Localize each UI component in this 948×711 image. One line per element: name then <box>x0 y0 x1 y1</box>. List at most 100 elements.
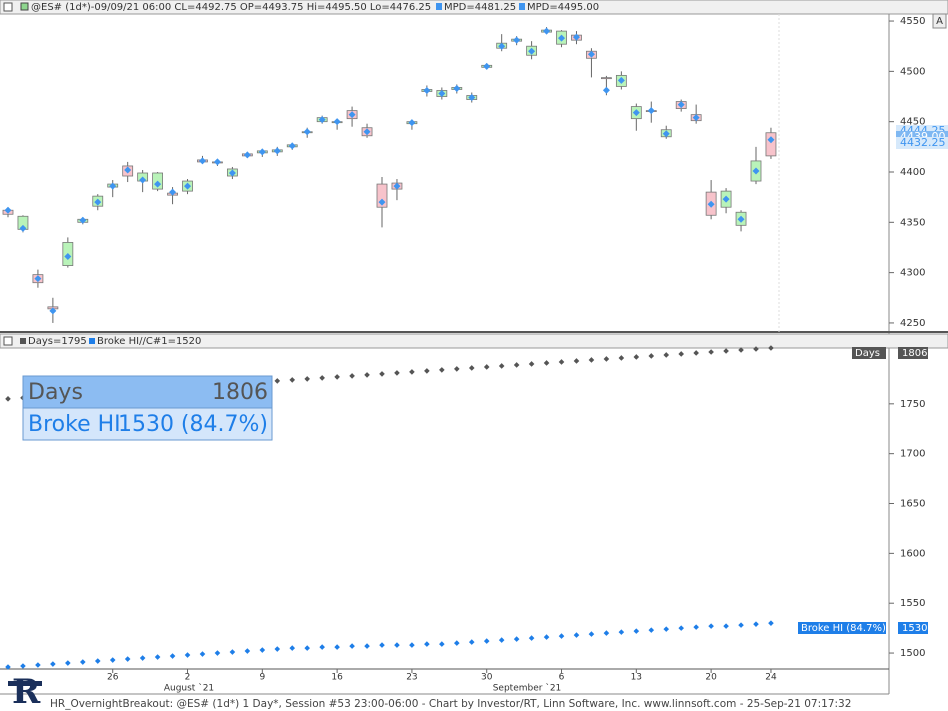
mpd-marker <box>228 169 236 177</box>
dot <box>304 645 310 651</box>
mpd-marker <box>363 128 371 136</box>
dot <box>379 371 385 377</box>
dot <box>439 641 445 647</box>
mpd-marker <box>79 216 87 224</box>
legend-swatch <box>436 3 442 10</box>
dot <box>274 378 281 384</box>
y-tick-label: 4550 <box>900 16 925 27</box>
mpd-marker <box>64 253 72 261</box>
mpd-marker <box>109 182 117 190</box>
x-tick-label: 20 <box>705 673 717 683</box>
tooltip-value: 1530 (84.7%) <box>118 412 268 437</box>
dot <box>304 376 310 382</box>
mpd-marker <box>258 148 266 156</box>
tag-bg <box>898 347 928 359</box>
dot <box>289 645 296 651</box>
header-text: @ES# (1d*)-09/09/21 06:00 CL=4492.75 OP=… <box>31 2 431 13</box>
mpd-marker <box>707 200 715 208</box>
dot <box>319 644 325 650</box>
mpd-marker <box>528 47 536 55</box>
y-tick-label: 1600 <box>900 548 925 559</box>
mpd-marker <box>662 130 670 138</box>
dot <box>229 649 236 655</box>
dot <box>424 368 430 374</box>
dot <box>513 362 520 368</box>
mpd-marker <box>318 116 326 124</box>
candle-body <box>601 77 612 80</box>
dot <box>663 626 670 632</box>
header-bar <box>0 0 948 15</box>
axis-button[interactable] <box>932 13 947 29</box>
dot <box>154 654 161 660</box>
dot <box>663 352 670 358</box>
mpd-marker <box>288 142 296 150</box>
dot <box>349 373 355 379</box>
dot <box>364 643 370 649</box>
legend-entry: MPD=4495.00 <box>527 2 599 13</box>
x-tick-label: 6 <box>559 673 565 683</box>
dot <box>648 627 655 633</box>
mpd-marker <box>213 158 221 166</box>
tag-name: Broke HI (84.7%) <box>801 623 886 634</box>
dot <box>5 396 11 402</box>
x-tick-label: 2 <box>185 673 191 683</box>
dot <box>738 622 744 628</box>
tooltip-name: Days <box>28 380 83 405</box>
dot <box>454 366 460 372</box>
dot <box>768 620 774 626</box>
y-tick-label: 1500 <box>900 648 925 659</box>
tag-bg <box>852 347 886 359</box>
dot <box>394 370 400 376</box>
y-tick-label: 1700 <box>900 449 925 460</box>
mpd-marker <box>722 195 730 203</box>
mpd-marker <box>543 27 551 35</box>
mpd-marker <box>483 62 491 70</box>
dot <box>618 355 625 361</box>
mpd-marker <box>4 206 12 214</box>
mpd-marker <box>19 224 27 232</box>
dot <box>334 374 340 380</box>
dot <box>603 630 610 636</box>
mpd-marker <box>243 151 251 159</box>
mpd-marker <box>303 128 311 136</box>
dot <box>274 646 281 652</box>
dot <box>319 375 325 381</box>
y-tick-label: 4300 <box>900 268 925 279</box>
dot <box>678 625 684 631</box>
close-box[interactable] <box>3 336 13 346</box>
mpd-marker <box>348 111 356 119</box>
dot <box>50 661 56 667</box>
dot <box>723 623 729 629</box>
dot <box>124 656 131 662</box>
dot <box>364 372 370 378</box>
y-tick-label: 4450 <box>900 117 925 128</box>
mpd-marker <box>572 33 580 41</box>
mpd-marker <box>647 107 655 115</box>
mpd-marker <box>453 84 461 92</box>
mpd-marker <box>602 86 610 94</box>
mpd-marker <box>198 157 206 165</box>
tag-value: 1530 <box>902 623 927 634</box>
close-box[interactable] <box>3 2 13 12</box>
mpd-marker <box>333 118 341 126</box>
mpd-marker <box>752 167 760 175</box>
mpd-marker <box>124 166 132 174</box>
mpd-marker <box>139 176 147 184</box>
dot <box>543 634 550 640</box>
dot <box>753 346 759 352</box>
x-tick-label: 23 <box>406 673 417 683</box>
dot <box>573 632 580 638</box>
x-tick-label: 16 <box>331 673 343 683</box>
mpd-marker <box>169 188 177 196</box>
y-tick-label: 1750 <box>900 399 925 410</box>
dot <box>244 648 251 654</box>
header-bar <box>0 333 948 349</box>
y-tick-label: 4350 <box>900 217 925 228</box>
x-tick-label: 13 <box>631 673 642 683</box>
y-tick-label: 4250 <box>900 318 925 329</box>
dot <box>528 361 535 367</box>
dot <box>409 642 415 648</box>
